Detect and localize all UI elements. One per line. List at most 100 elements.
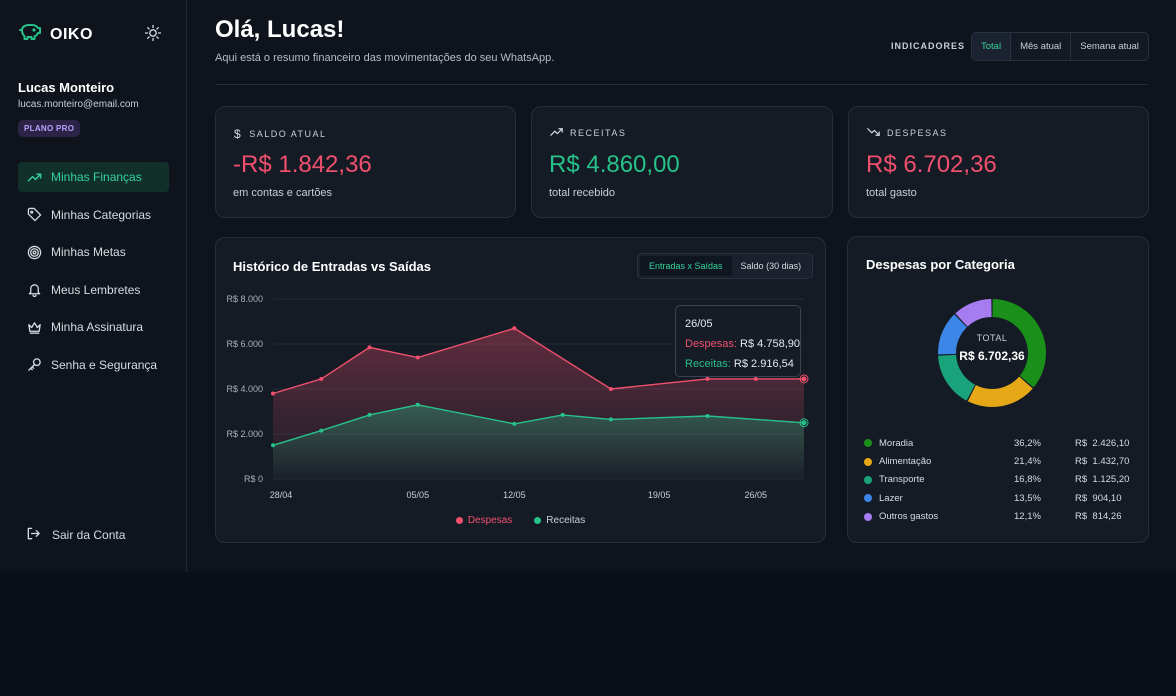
logout-button[interactable]: Sair da Conta	[26, 526, 125, 544]
balance-label: SALDO ATUAL	[249, 129, 327, 139]
page-subtitle: Aqui está o resumo financeiro das movime…	[215, 52, 555, 64]
y-tick-label: R$ 0	[244, 474, 263, 484]
category-name: Transporte	[879, 474, 925, 486]
donut-slice-transporte[interactable]	[938, 354, 976, 401]
income-card: RECEITAS R$ 4.860,00 total recebido	[531, 106, 833, 218]
income-caption: total recebido	[549, 187, 616, 199]
income-value: R$ 4.860,00	[549, 151, 680, 178]
sidebar-item-label: Minha Assinatura	[51, 320, 144, 334]
category-value: R$ 904,10	[1075, 492, 1122, 504]
period-month-button[interactable]: Mês atual	[1010, 33, 1070, 60]
despesas-point-halo	[799, 374, 809, 384]
category-pct: 36,2%	[1014, 437, 1041, 449]
category-value: R$ 2.426,10	[1075, 437, 1130, 449]
income-card-header: RECEITAS	[550, 127, 626, 139]
category-row-alimentacao[interactable]: Alimentação 21,4% R$ 1.432,70	[864, 452, 1134, 470]
legend-dot	[455, 517, 463, 524]
legend-item-receitas[interactable]: Receitas	[534, 515, 585, 526]
category-color-dot	[864, 457, 872, 466]
legend-label: Despesas	[467, 515, 513, 526]
expenses-value: R$ 6.702,36	[866, 151, 997, 178]
y-tick-label: R$ 4.000	[226, 384, 263, 394]
category-donut-chart[interactable]	[924, 285, 1060, 421]
category-value: R$ 814,26	[1075, 511, 1122, 523]
tooltip-income-label: Receitas:	[685, 358, 731, 370]
sidebar-item-label: Minhas Finanças	[51, 170, 142, 184]
legend-item-despesas[interactable]: Despesas	[455, 515, 513, 526]
tag-icon	[26, 207, 42, 223]
despesas-point	[415, 355, 420, 360]
tab-entradas-saidas[interactable]: Entradas x Saídas	[640, 256, 732, 276]
category-row-moradia[interactable]: Moradia 36,2% R$ 2.426,10	[864, 434, 1134, 452]
dollar-icon: $	[234, 127, 243, 141]
x-tick-label: 28/04	[270, 490, 293, 500]
tooltip-income: Receitas: R$ 2.916,54	[685, 354, 794, 374]
sidebar-item-label: Minhas Metas	[51, 245, 126, 259]
trend-up-icon	[26, 169, 42, 185]
donut-total-value: R$ 6.702,36	[959, 349, 1025, 363]
sun-icon[interactable]	[144, 24, 162, 42]
brand[interactable]: OIKO	[18, 22, 93, 47]
sidebar-item-label: Meus Lembretes	[51, 282, 141, 297]
despesas-point	[512, 326, 517, 331]
receitas-point	[271, 443, 275, 448]
sidebar-item-minha-assinatura[interactable]: Minha Assinatura	[18, 312, 169, 342]
category-color-dot	[864, 439, 872, 448]
category-name: Lazer	[879, 492, 903, 504]
chart-tooltip: 26/05 Despesas: R$ 4.758,90 Receitas: R$…	[675, 305, 801, 377]
category-pct: 21,4%	[1014, 456, 1041, 468]
category-card: Despesas por Categoria TOTAL R$ 6.702,36…	[847, 236, 1149, 543]
period-week-button[interactable]: Semana atual	[1070, 33, 1148, 60]
y-tick-label: R$ 2.000	[226, 429, 263, 439]
sidebar-item-label: Minhas Categorias	[51, 207, 152, 222]
category-name: Moradia	[879, 437, 914, 449]
category-pct: 13,5%	[1014, 492, 1041, 504]
bell-icon	[26, 282, 42, 298]
category-color-dot	[864, 512, 872, 521]
page-title: Olá, Lucas!	[215, 16, 345, 43]
category-pct: 12,1%	[1014, 511, 1041, 523]
tab-saldo-30-dias[interactable]: Saldo (30 dias)	[740, 261, 802, 271]
sidebar-item-label: Senha e Segurança	[51, 357, 158, 372]
period-selector: Total Mês atual Semana atual	[971, 32, 1149, 61]
expenses-caption: total gasto	[866, 187, 917, 199]
donut-slice-outros-gastos[interactable]	[955, 299, 992, 327]
history-chart[interactable]: R$ 8.000 R$ 6.000 R$ 4.000 R$ 2.000 R$ 0 28/0…	[215, 237, 826, 543]
header-divider	[215, 84, 1148, 85]
category-row-outros-gastos[interactable]: Outros gastos 12,1% R$ 814,26	[864, 508, 1134, 526]
donut-slice-alimenta-o[interactable]	[967, 376, 1033, 407]
donut-slice-lazer[interactable]	[938, 314, 967, 355]
donut-total-label: TOTAL	[976, 333, 1008, 343]
category-value: R$ 1.125,20	[1075, 474, 1130, 486]
sidebar-item-minhas-metas[interactable]: Minhas Metas	[18, 237, 169, 267]
receitas-point	[608, 417, 613, 422]
category-row-lazer[interactable]: Lazer 13,5% R$ 904,10	[864, 489, 1134, 507]
balance-value: -R$ 1.842,36	[233, 151, 372, 178]
category-value: R$ 1.432,70	[1075, 456, 1130, 468]
receitas-point	[415, 402, 420, 407]
donut-slice-moradia[interactable]	[992, 299, 1046, 388]
tooltip-date: 26/05	[685, 318, 713, 330]
category-name: Alimentação	[879, 456, 932, 468]
history-title: Histórico de Entradas vs Saídas	[233, 259, 431, 274]
y-tick-label: R$ 6.000	[226, 339, 263, 349]
receitas-point	[319, 428, 324, 433]
category-row-transporte[interactable]: Transporte 16,8% R$ 1.125,20	[864, 471, 1134, 489]
receitas-area	[273, 404, 804, 479]
x-tick-label: 19/05	[648, 490, 671, 500]
category-name: Outros gastos	[879, 511, 939, 523]
legend-dot	[534, 517, 542, 524]
despesas-point	[271, 391, 275, 396]
sidebar-item-senha-e-seguranca[interactable]: Senha e Segurança	[18, 350, 169, 380]
despesas-point	[753, 376, 758, 381]
sidebar-item-minhas-financas[interactable]: Minhas Finanças	[18, 162, 169, 192]
balance-card-header: $ SALDO ATUAL	[234, 127, 327, 141]
trend-up-icon	[550, 127, 563, 139]
period-total-button[interactable]: Total	[972, 33, 1011, 60]
sidebar-item-minhas-categorias[interactable]: Minhas Categorias	[18, 200, 169, 230]
piggy-bank-icon	[18, 22, 42, 47]
balance-caption: em contas e cartões	[233, 187, 333, 199]
sidebar-item-meus-lembretes[interactable]: Meus Lembretes	[18, 275, 169, 305]
logout-icon	[26, 526, 41, 544]
receitas-point	[367, 412, 372, 417]
